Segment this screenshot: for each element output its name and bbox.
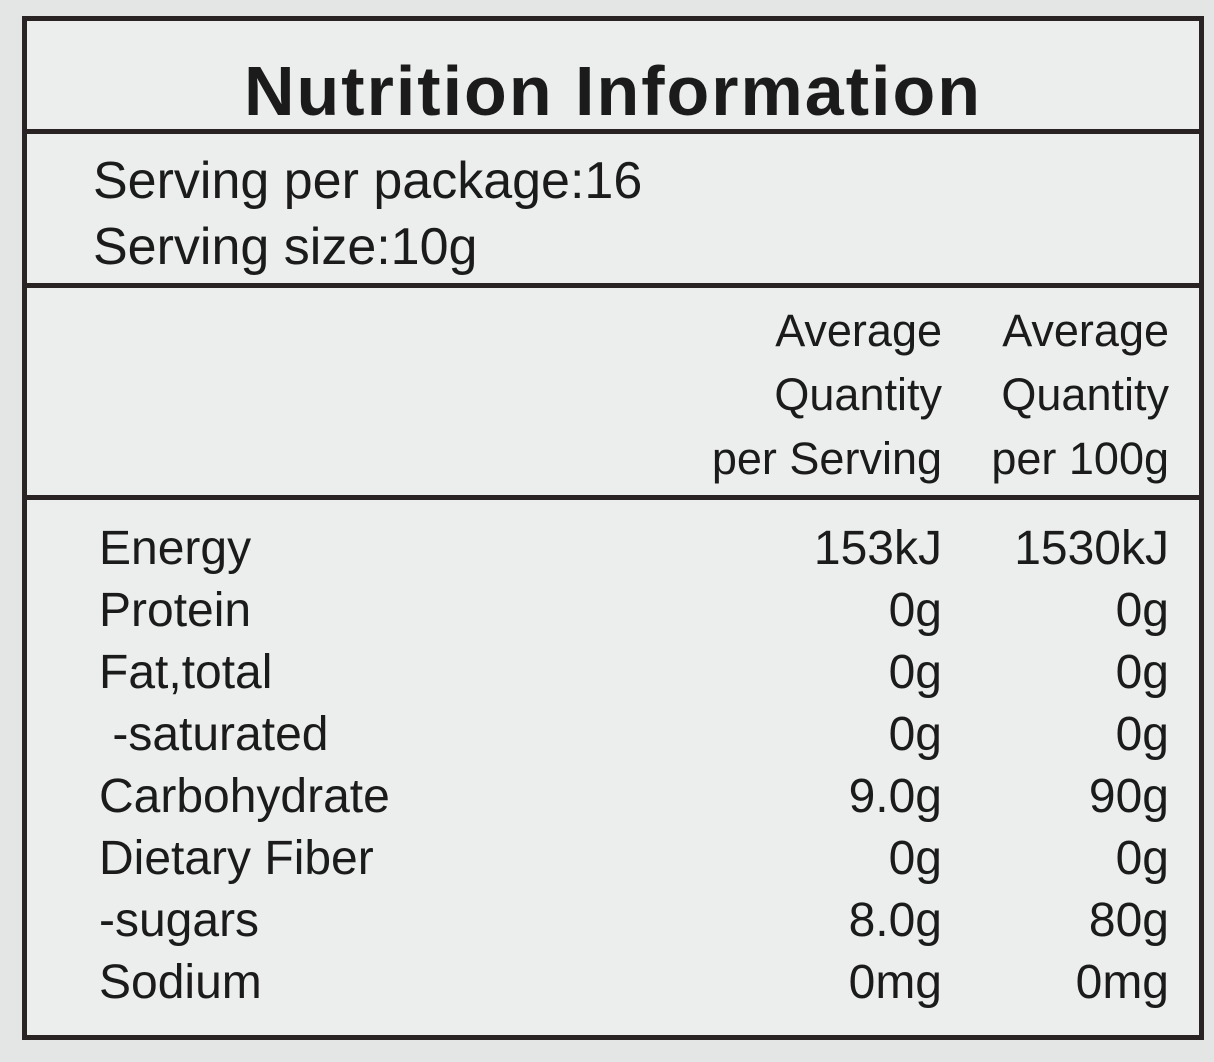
- per-serving-value: 9.0g: [848, 770, 942, 823]
- divider: [27, 129, 1199, 134]
- nutrient-name: Fat,total: [99, 646, 273, 699]
- nutrient-name: Dietary Fiber: [99, 832, 374, 885]
- per-serving-value: 0g: [888, 584, 942, 637]
- column-header: Average: [1002, 305, 1169, 356]
- per-100g-value: 0g: [1115, 832, 1169, 885]
- title: Nutrition Information: [243, 52, 982, 130]
- column-header: per Serving: [711, 433, 942, 484]
- per-serving-value: 0mg: [848, 956, 942, 1009]
- nutrient-name: Energy: [99, 522, 252, 575]
- per-serving-value: 153kJ: [813, 522, 942, 575]
- per-serving-value: 0g: [888, 646, 942, 699]
- per-serving-value: 8.0g: [848, 894, 942, 947]
- nutrient-name: -sugars: [99, 894, 260, 947]
- per-100g-value: 80g: [1088, 894, 1169, 947]
- divider: [27, 283, 1199, 288]
- nutrient-name: Carbohydrate: [99, 770, 390, 823]
- divider: [27, 495, 1199, 500]
- column-header: per 100g: [991, 433, 1169, 484]
- per-100g-value: 0g: [1115, 584, 1169, 637]
- nutrition-label: Nutrition Information Serving per packag…: [22, 16, 1204, 1040]
- nutrient-name: Protein: [99, 584, 252, 637]
- column-header: Average: [775, 305, 942, 356]
- per-serving-value: 0g: [888, 708, 942, 761]
- serving-per-package: Serving per package:16: [93, 152, 643, 210]
- per-serving-value: 0g: [888, 832, 942, 885]
- per-100g-value: 1530kJ: [1014, 522, 1169, 575]
- column-header: Quantity: [1001, 369, 1169, 420]
- per-100g-value: 90g: [1088, 770, 1169, 823]
- per-100g-value: 0g: [1115, 708, 1169, 761]
- serving-size: Serving size:10g: [93, 218, 478, 276]
- nutrient-name: -saturated: [99, 708, 329, 761]
- per-100g-value: 0mg: [1075, 956, 1169, 1009]
- column-header: Quantity: [774, 369, 942, 420]
- per-100g-value: 0g: [1115, 646, 1169, 699]
- nutrient-name: Sodium: [99, 956, 262, 1009]
